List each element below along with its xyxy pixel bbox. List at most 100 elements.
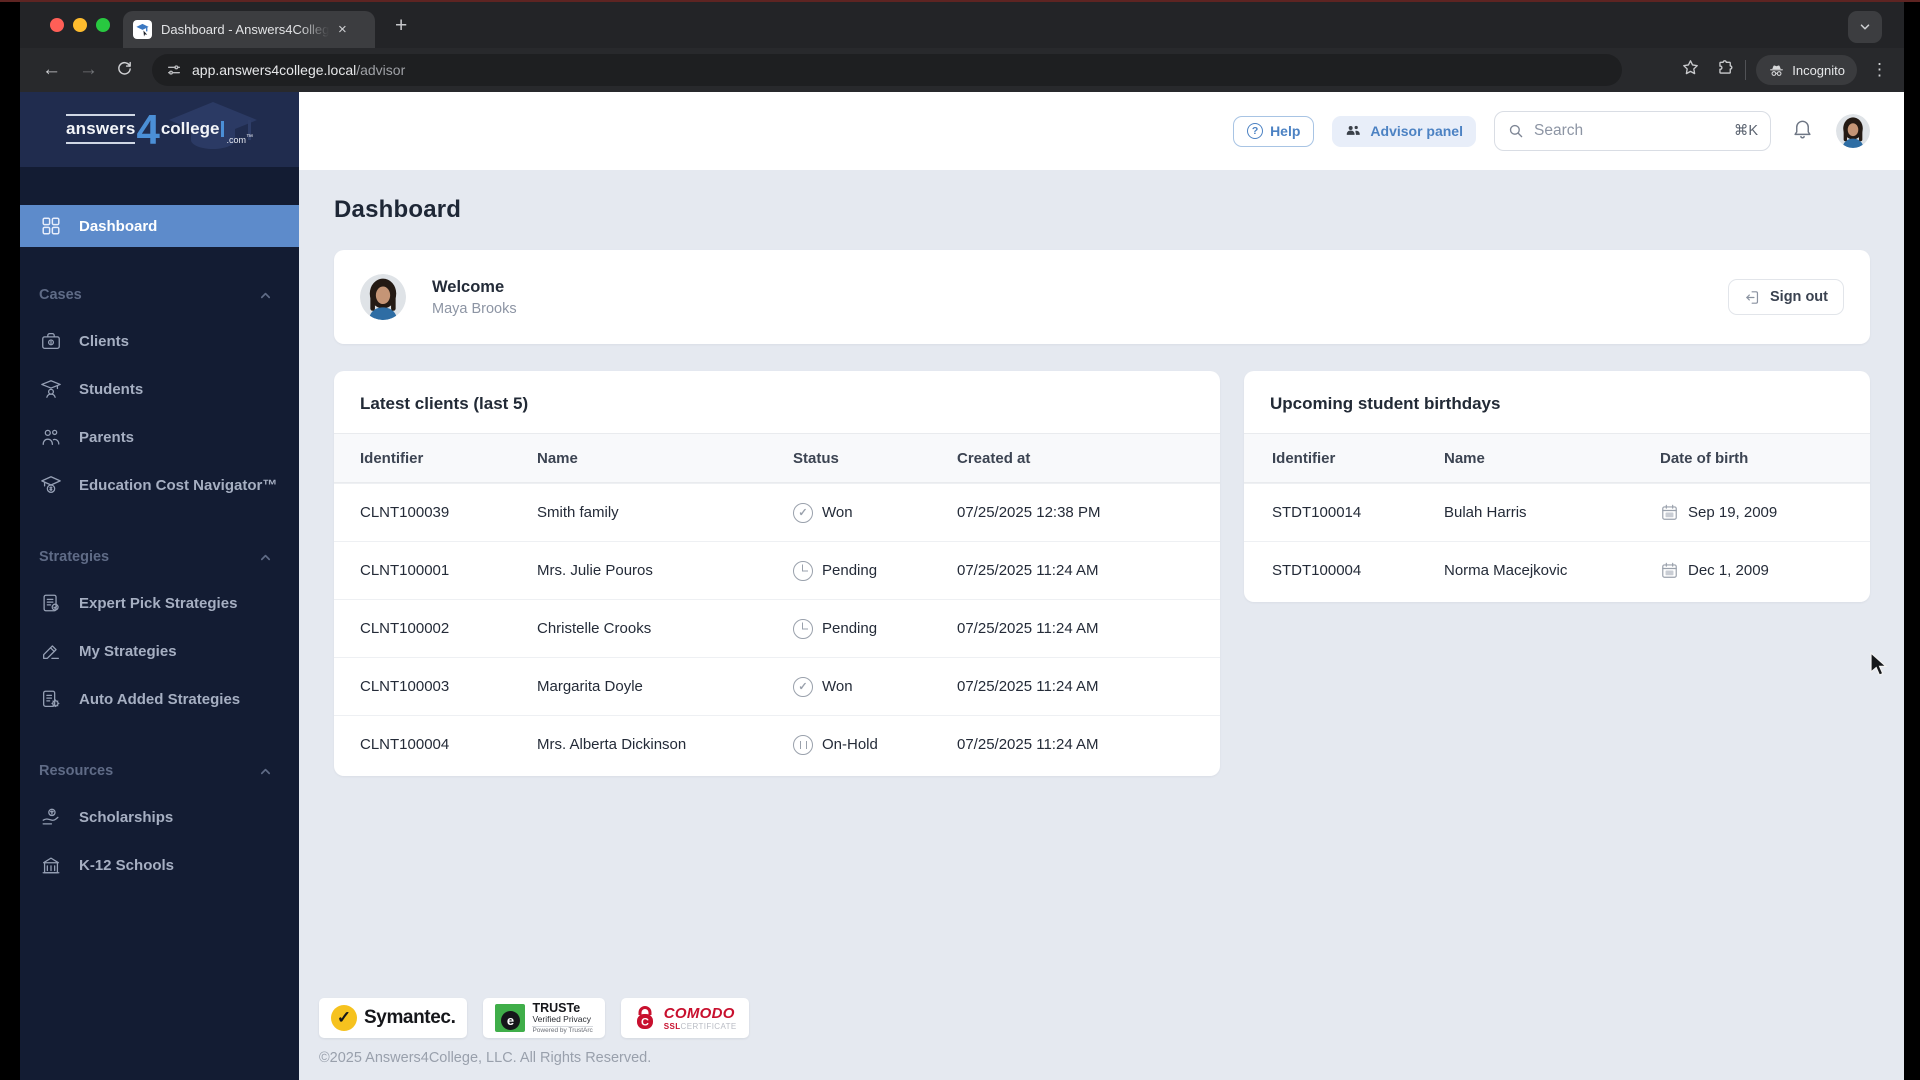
- client-status: On-Hold: [793, 734, 957, 755]
- svg-text:C: C: [641, 1017, 649, 1029]
- logo-answers: answers: [66, 119, 136, 139]
- window-top-accent: [0, 0, 1920, 2]
- client-status: Won: [793, 676, 957, 697]
- client-table-row[interactable]: CLNT100001 Mrs. Julie Pouros Pending 07/…: [334, 541, 1220, 599]
- client-identifier: CLNT100004: [360, 736, 450, 753]
- minimize-window-button[interactable]: [73, 18, 87, 32]
- symantec-label: Symantec.: [364, 1007, 456, 1028]
- tab-close-icon[interactable]: ×: [338, 21, 347, 38]
- mouse-cursor: [1870, 652, 1888, 676]
- sign-out-button[interactable]: Sign out: [1728, 279, 1844, 315]
- student-identifier: STDT100014: [1272, 504, 1362, 521]
- search-input[interactable]: Search ⌘K: [1494, 111, 1771, 151]
- client-table-row[interactable]: CLNT100002 Christelle Crooks Pending 07/…: [334, 599, 1220, 657]
- forward-icon[interactable]: →: [79, 59, 98, 80]
- truste-line2: Powered by TrustArc: [532, 1025, 593, 1034]
- app-logo[interactable]: answers 4 college .com™: [20, 92, 299, 167]
- student-name: Norma Macejkovic: [1444, 562, 1568, 579]
- chevron-up-icon: [260, 554, 271, 560]
- logo-tld: .com™: [226, 134, 253, 146]
- welcome-card: Welcome Maya Brooks Sign out: [334, 250, 1870, 344]
- sidebar-item-scholarships[interactable]: Scholarships: [20, 793, 299, 841]
- chevron-up-icon: [260, 768, 271, 774]
- client-identifier: CLNT100003: [360, 678, 450, 695]
- tab-title: Dashboard - Answers4Colleg: [161, 22, 329, 37]
- sidebar-section-cases[interactable]: Cases: [20, 281, 299, 309]
- page-content: Dashboard Welcome Maya Brooks Sign out: [299, 170, 1904, 1080]
- client-table-row[interactable]: CLNT100004 Mrs. Alberta Dickinson On-Hol…: [334, 715, 1220, 773]
- page-footer: ✓ Symantec. e TRUSTe Verified Privacy Po…: [319, 998, 749, 1066]
- sidebar-item-k12-schools[interactable]: K-12 Schools: [20, 841, 299, 889]
- logo-rule-bottom: [66, 142, 136, 145]
- client-status: Pending: [793, 618, 957, 639]
- reload-icon[interactable]: [116, 59, 133, 82]
- logo-tassel: [221, 121, 225, 138]
- sidebar-item-clients[interactable]: Clients: [20, 317, 299, 365]
- status-icon: [793, 676, 813, 697]
- column-header: Identifier: [360, 449, 424, 467]
- status-label: Won: [822, 678, 853, 695]
- education-cost-navigator-icon: [41, 476, 61, 493]
- back-icon[interactable]: ←: [42, 59, 61, 80]
- birthdays-header-row: Identifier Name Date of birth: [1244, 433, 1870, 483]
- student-table-row[interactable]: STDT100014 Bulah Harris Sep 19, 2009: [1244, 483, 1870, 541]
- incognito-icon: [1770, 64, 1784, 76]
- welcome-avatar: [360, 274, 406, 320]
- comodo-badge: C COMODO SSLCERTIFICATE: [620, 998, 749, 1038]
- column-header: Name: [1444, 449, 1485, 467]
- birthdays-body: STDT100014 Bulah Harris Sep 19, 2009: [1244, 483, 1870, 602]
- sidebar-item-parents[interactable]: Parents: [20, 413, 299, 461]
- students-gradcap-icon: [41, 380, 61, 398]
- birthdays-card: Upcoming student birthdays Identifier Na…: [1244, 371, 1870, 602]
- status-icon: [793, 560, 813, 581]
- sidebar-section-strategies[interactable]: Strategies: [20, 543, 299, 571]
- bookmark-star-icon[interactable]: [1681, 58, 1700, 82]
- my-strategies-icon: [43, 645, 59, 659]
- client-name: Christelle Crooks: [537, 620, 652, 637]
- clients-briefcase-icon: [42, 333, 60, 349]
- tab-strip: Dashboard - Answers4Colleg × +: [20, 2, 1904, 48]
- status-label: Pending: [822, 620, 878, 637]
- sidebar-item-auto-added-strategies[interactable]: Auto Added Strategies: [20, 675, 299, 723]
- comodo-lock-icon: C: [636, 1006, 653, 1029]
- tab-search-chevron-button[interactable]: [1848, 11, 1882, 43]
- client-table-row[interactable]: CLNT100003 Margarita Doyle Won 07/25/202…: [334, 657, 1220, 715]
- sidebar-item-students[interactable]: Students: [20, 365, 299, 413]
- user-avatar[interactable]: [1836, 114, 1870, 148]
- zoom-window-button[interactable]: [96, 18, 110, 32]
- sidebar-item-expert-pick-strategies[interactable]: Expert Pick Strategies: [20, 579, 299, 627]
- extensions-icon[interactable]: [1716, 58, 1735, 82]
- help-button[interactable]: ? Help: [1233, 115, 1315, 147]
- sidebar-item-label: Parents: [79, 428, 135, 446]
- k12-schools-icon: [42, 857, 60, 874]
- address-bar[interactable]: app.answers4college.local/advisor: [152, 54, 1622, 86]
- close-window-button[interactable]: [50, 18, 64, 32]
- sidebar-item-label: Scholarships: [79, 808, 174, 826]
- latest-clients-header-row: Identifier Name Status Created at: [334, 433, 1220, 483]
- toolbar: ← → app.answers4college.local/advisor: [20, 48, 1904, 92]
- sidebar-item-label: Expert Pick Strategies: [79, 594, 238, 612]
- new-tab-button[interactable]: +: [395, 14, 408, 37]
- sidebar-section-resources[interactable]: Resources: [20, 757, 299, 785]
- student-table-row[interactable]: STDT100004 Norma Macejkovic Dec 1, 2009: [1244, 541, 1870, 599]
- status-icon: [793, 734, 813, 755]
- notifications-bell-icon[interactable]: [1791, 117, 1814, 145]
- advisor-panel-badge[interactable]: Advisor panel: [1332, 115, 1476, 147]
- sidebar: answers 4 college .com™ Dashboard Cases: [20, 92, 299, 1080]
- truste-logo-icon: e: [495, 1004, 526, 1032]
- welcome-title: Welcome: [432, 277, 505, 296]
- sidebar-item-dashboard[interactable]: Dashboard: [20, 205, 299, 247]
- client-name: Mrs. Julie Pouros: [537, 562, 653, 579]
- dob-value: Sep 19, 2009: [1688, 504, 1778, 521]
- dob-value: Dec 1, 2009: [1688, 562, 1769, 579]
- browser-tab[interactable]: Dashboard - Answers4Colleg ×: [123, 11, 375, 48]
- sidebar-item-my-strategies[interactable]: My Strategies: [20, 627, 299, 675]
- client-table-row[interactable]: CLNT100039 Smith family Won 07/25/2025 1…: [334, 483, 1220, 541]
- site-settings-icon[interactable]: [166, 62, 182, 78]
- browser-menu-icon[interactable]: ⋮: [1871, 60, 1888, 79]
- column-header: Created at: [957, 449, 1031, 467]
- client-name: Mrs. Alberta Dickinson: [537, 736, 687, 753]
- app-header: ? Help Advisor panel Search ⌘K: [299, 92, 1904, 170]
- client-created-at: 07/25/2025 11:24 AM: [957, 678, 1099, 695]
- sidebar-item-education-cost-navigator[interactable]: Education Cost Navigator™: [20, 461, 299, 509]
